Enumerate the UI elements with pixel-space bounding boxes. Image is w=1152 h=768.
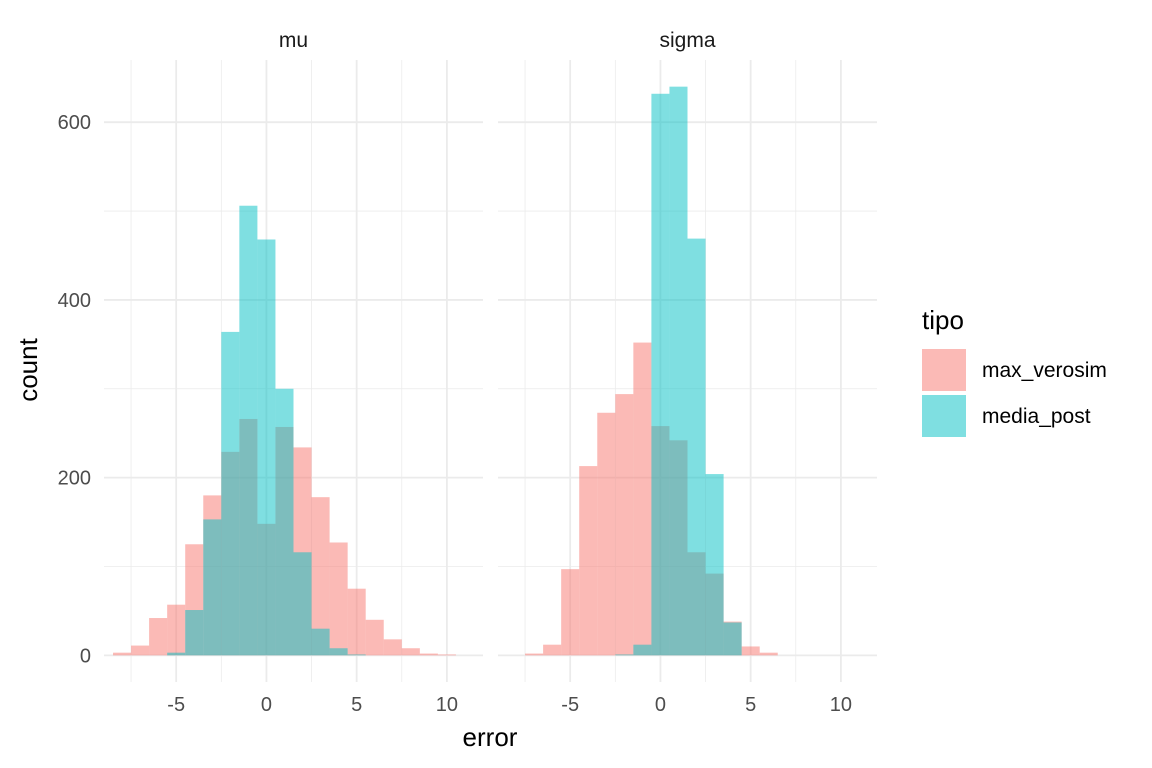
bar-media_post — [633, 644, 652, 656]
bar-max_verosim — [543, 644, 562, 656]
bar-max_verosim — [437, 654, 456, 656]
bar-media_post — [669, 86, 688, 656]
legend-key-media_post — [922, 395, 966, 437]
legend: tipo max_verosim media_post — [922, 305, 1107, 437]
panel-sigma: sigma — [498, 29, 877, 682]
bar-max_verosim — [561, 569, 580, 656]
x-tick-label: 5 — [351, 694, 362, 716]
bar-max_verosim — [329, 542, 348, 656]
bar-media_post — [347, 654, 366, 656]
bar-max_verosim — [149, 618, 168, 656]
legend-label-media_post: media_post — [982, 405, 1091, 428]
bar-max_verosim — [401, 648, 420, 656]
bar-max_verosim — [167, 604, 186, 656]
bar-media_post — [311, 628, 330, 656]
bar-media_post — [257, 239, 276, 656]
y-tick-label: 400 — [58, 290, 91, 312]
bar-max_verosim — [383, 639, 402, 656]
legend-title: tipo — [922, 305, 964, 335]
bar-max_verosim — [741, 646, 760, 656]
bar-media_post — [167, 652, 186, 656]
bar-max_verosim — [311, 497, 330, 656]
bar-max_verosim — [347, 588, 366, 656]
facet-label-sigma: sigma — [659, 29, 715, 52]
facet-panels: mu sigma — [104, 29, 877, 682]
bar-media_post — [293, 552, 312, 656]
y-axis-title: count — [13, 337, 43, 401]
y-tick-label: 600 — [58, 112, 91, 134]
axes: -5 0 5 10 -5 0 5 10 0 200 400 600 — [58, 112, 852, 716]
bar-media_post — [687, 238, 706, 656]
bar-media_post — [275, 388, 294, 656]
bar-media_post — [615, 654, 634, 656]
x-tick-label: 10 — [830, 694, 852, 716]
legend-label-max_verosim: max_verosim — [982, 359, 1107, 382]
bar-media_post — [329, 648, 348, 656]
bar-max_verosim — [579, 466, 598, 656]
bar-media_post — [705, 474, 724, 656]
facet-label-mu: mu — [279, 29, 308, 52]
bar-media_post — [723, 622, 742, 656]
bar-media_post — [203, 519, 222, 656]
bar-max_verosim — [131, 645, 150, 656]
bar-max_verosim — [597, 412, 616, 656]
bar-max_verosim — [365, 619, 384, 656]
panel-mu: mu — [104, 29, 483, 682]
bar-media_post — [221, 331, 240, 656]
series-media_post — [615, 86, 742, 656]
x-tick-label: -5 — [561, 694, 579, 716]
bar-max_verosim — [419, 653, 438, 656]
y-tick-label: 200 — [58, 468, 91, 490]
x-axis-title: error — [463, 722, 518, 752]
x-tick-label: 0 — [261, 694, 272, 716]
x-tick-label: 10 — [436, 694, 458, 716]
x-tick-label: 0 — [655, 694, 666, 716]
bar-max_verosim — [759, 652, 778, 656]
y-tick-label: 0 — [80, 645, 91, 667]
legend-items: max_verosim media_post — [922, 349, 1107, 437]
bar-max_verosim — [525, 653, 544, 656]
x-tick-label: 5 — [745, 694, 756, 716]
bar-max_verosim — [615, 394, 634, 656]
legend-key-max_verosim — [922, 349, 966, 391]
bar-max_verosim — [113, 652, 132, 656]
bar-media_post — [239, 205, 258, 656]
bar-max_verosim — [633, 342, 652, 656]
x-tick-label: -5 — [167, 694, 185, 716]
bar-media_post — [185, 610, 204, 656]
bar-media_post — [651, 93, 670, 656]
series-media_post — [167, 205, 366, 656]
